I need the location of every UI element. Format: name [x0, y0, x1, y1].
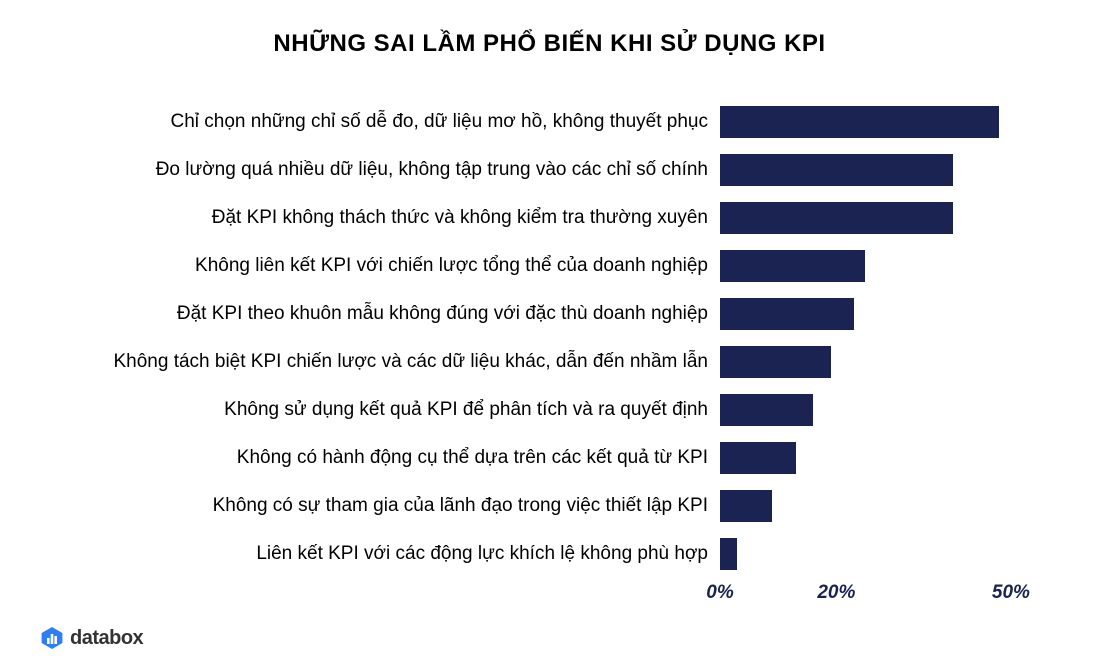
databox-icon: [40, 626, 64, 650]
bar-track: [720, 530, 1040, 578]
bar-label: Đo lường quá nhiều dữ liệu, không tập tr…: [40, 159, 720, 181]
x-axis: 0% 20% 50%: [40, 578, 1059, 608]
chart-row: Liên kết KPI với các động lực khích lệ k…: [40, 530, 1059, 578]
bar-track: [720, 386, 1040, 434]
chart-row: Đặt KPI theo khuôn mẫu không đúng với đặ…: [40, 290, 1059, 338]
bar-label: Đặt KPI theo khuôn mẫu không đúng với đặ…: [40, 303, 720, 325]
axis-tick: 50%: [992, 582, 1030, 604]
chart-container: NHỮNG SAI LẦM PHỔ BIẾN KHI SỬ DỤNG KPI C…: [0, 0, 1099, 670]
bar-track: [720, 482, 1040, 530]
bar-track: [720, 434, 1040, 482]
bar-label: Đặt KPI không thách thức và không kiểm t…: [40, 207, 720, 229]
bar: [720, 394, 813, 426]
bar-label: Không tách biệt KPI chiến lược và các dữ…: [40, 351, 720, 373]
chart-row: Đặt KPI không thách thức và không kiểm t…: [40, 194, 1059, 242]
bar-label: Không liên kết KPI với chiến lược tổng t…: [40, 255, 720, 277]
bar: [720, 250, 865, 282]
chart-row: Đo lường quá nhiều dữ liệu, không tập tr…: [40, 146, 1059, 194]
bar-track: [720, 242, 1040, 290]
bar: [720, 298, 854, 330]
chart-row: Không có hành động cụ thể dựa trên các k…: [40, 434, 1059, 482]
chart-area: Chỉ chọn những chỉ số dễ đo, dữ liệu mơ …: [40, 98, 1059, 578]
chart-row: Không tách biệt KPI chiến lược và các dữ…: [40, 338, 1059, 386]
logo-text: databox: [70, 627, 143, 650]
chart-row: Không liên kết KPI với chiến lược tổng t…: [40, 242, 1059, 290]
bar-track: [720, 338, 1040, 386]
axis-track: 0%20%50%: [720, 578, 1040, 608]
bar-label: Không sử dụng kết quả KPI để phân tích v…: [40, 399, 720, 421]
chart-row: Không có sự tham gia của lãnh đạo trong …: [40, 482, 1059, 530]
chart-title: NHỮNG SAI LẦM PHỔ BIẾN KHI SỬ DỤNG KPI: [40, 30, 1059, 58]
bar: [720, 346, 831, 378]
bar-track: [720, 98, 1040, 146]
chart-row: Chỉ chọn những chỉ số dễ đo, dữ liệu mơ …: [40, 98, 1059, 146]
logo: databox: [40, 626, 143, 650]
chart-row: Không sử dụng kết quả KPI để phân tích v…: [40, 386, 1059, 434]
bar-label: Không có hành động cụ thể dựa trên các k…: [40, 447, 720, 469]
bar: [720, 538, 737, 570]
bar: [720, 202, 953, 234]
axis-tick: 20%: [817, 582, 855, 604]
bar-track: [720, 146, 1040, 194]
bar-label: Liên kết KPI với các động lực khích lệ k…: [40, 543, 720, 565]
axis-tick: 0%: [706, 582, 733, 604]
bar: [720, 154, 953, 186]
bar: [720, 442, 796, 474]
bar: [720, 106, 999, 138]
bar-track: [720, 194, 1040, 242]
bar-track: [720, 290, 1040, 338]
bar-label: Không có sự tham gia của lãnh đạo trong …: [40, 495, 720, 517]
bar-label: Chỉ chọn những chỉ số dễ đo, dữ liệu mơ …: [40, 111, 720, 133]
bar: [720, 490, 772, 522]
